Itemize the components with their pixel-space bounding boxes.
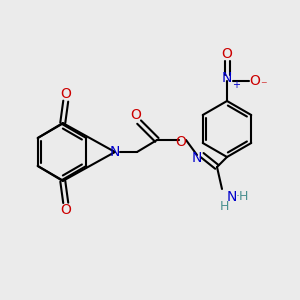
- Text: O: O: [222, 47, 232, 61]
- Text: O: O: [60, 203, 71, 217]
- Text: O: O: [176, 135, 186, 149]
- Text: ·H: ·H: [235, 190, 249, 203]
- Text: ⁻: ⁻: [260, 80, 266, 92]
- Text: O: O: [60, 87, 71, 101]
- Text: N: N: [192, 151, 202, 165]
- Text: +: +: [232, 80, 240, 90]
- Text: H: H: [219, 200, 229, 214]
- Text: N: N: [227, 190, 237, 204]
- Text: N: N: [222, 71, 232, 85]
- Text: N: N: [110, 145, 120, 159]
- Text: O: O: [250, 74, 260, 88]
- Text: O: O: [130, 108, 141, 122]
